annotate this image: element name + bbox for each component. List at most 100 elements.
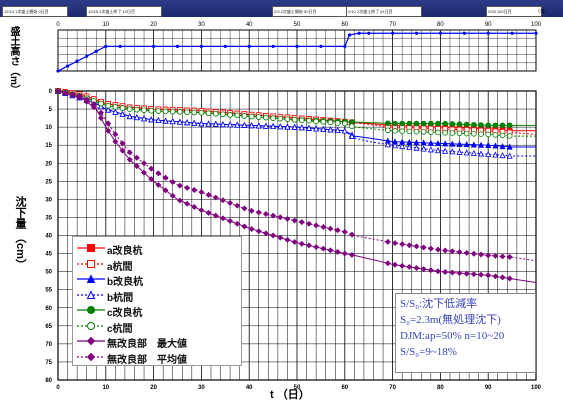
main-y-tick-label: 20 bbox=[45, 161, 52, 167]
top-x-tick-label: 80 bbox=[437, 22, 444, 28]
series-point-5 bbox=[155, 108, 162, 114]
series-point-7 bbox=[234, 202, 241, 209]
main-x-tick-label: 20 bbox=[150, 385, 157, 391]
main-y-tick-label: 25 bbox=[45, 179, 52, 185]
main-y-tick-label: 5 bbox=[49, 107, 53, 113]
legend-entry: a杭間 bbox=[73, 257, 241, 273]
series-point-6 bbox=[262, 230, 269, 237]
series-point-4 bbox=[478, 122, 484, 128]
series-point-2 bbox=[420, 139, 427, 146]
series-point-3 bbox=[105, 106, 112, 113]
series-point-7 bbox=[341, 228, 348, 235]
series-point-7 bbox=[463, 249, 470, 256]
series-point-7 bbox=[184, 184, 191, 191]
event-label-1: 12/25 1次盛土終了 10日目 bbox=[86, 6, 162, 17]
series-point-5 bbox=[119, 105, 126, 111]
series-point-3 bbox=[262, 122, 269, 129]
series-point-7 bbox=[427, 245, 434, 252]
series-point-4 bbox=[428, 120, 434, 127]
series-point-5 bbox=[191, 109, 198, 116]
series-point-3 bbox=[148, 116, 155, 123]
legend-marker bbox=[87, 259, 95, 268]
series-point-7 bbox=[320, 224, 327, 230]
series-point-7 bbox=[112, 131, 119, 138]
series-point-3 bbox=[492, 151, 499, 158]
series-point-5 bbox=[341, 120, 348, 127]
series-point-5 bbox=[406, 128, 413, 135]
series-point-4 bbox=[449, 121, 456, 127]
main-y-tick-label: 55 bbox=[45, 288, 52, 294]
series-point-4 bbox=[435, 120, 441, 127]
series-point-5 bbox=[320, 119, 327, 125]
series-point-7 bbox=[270, 212, 277, 219]
series-point-3 bbox=[277, 123, 284, 130]
series-point-5 bbox=[263, 114, 269, 121]
series-point-6 bbox=[456, 270, 463, 277]
series-point-7 bbox=[133, 154, 140, 161]
series-point-3 bbox=[334, 126, 341, 133]
series-point-2 bbox=[463, 141, 470, 148]
series-point-6 bbox=[191, 203, 198, 210]
series-point-6 bbox=[492, 273, 499, 280]
series-point-4 bbox=[506, 122, 513, 129]
legend-marker bbox=[86, 289, 96, 299]
series-point-5 bbox=[506, 133, 513, 139]
series-point-3 bbox=[184, 119, 191, 126]
series-point-7 bbox=[478, 251, 484, 258]
series-point-4 bbox=[399, 120, 405, 127]
top-point bbox=[247, 44, 251, 49]
series-point-5 bbox=[478, 131, 484, 137]
series-point-3 bbox=[420, 145, 427, 152]
series-point-3 bbox=[248, 122, 255, 129]
top-point bbox=[486, 31, 490, 35]
series-point-3 bbox=[391, 142, 399, 149]
series-point-2 bbox=[456, 140, 463, 147]
series-point-7 bbox=[334, 227, 341, 234]
legend-label: c改良杭 bbox=[107, 308, 143, 319]
series-point-5 bbox=[148, 107, 155, 114]
series-point-5 bbox=[499, 132, 506, 139]
series-point-5 bbox=[298, 117, 305, 124]
series-point-3 bbox=[442, 147, 449, 154]
series-point-7 bbox=[262, 211, 269, 217]
main-y-tick-label: 15 bbox=[45, 143, 52, 149]
series-point-4 bbox=[499, 122, 506, 129]
series-point-7 bbox=[255, 209, 262, 216]
series-point-5 bbox=[399, 128, 405, 134]
series-point-5 bbox=[463, 130, 470, 137]
legend-entry: 無改良部 最大値 bbox=[73, 334, 241, 350]
series-point-6 bbox=[155, 181, 162, 188]
main-y-tick-label: 50 bbox=[45, 270, 52, 276]
series-point-3 bbox=[169, 118, 176, 125]
series-point-7 bbox=[62, 89, 69, 96]
top-point bbox=[462, 31, 466, 35]
top-x-tick-label: 90 bbox=[485, 22, 492, 28]
series-point-6 bbox=[219, 215, 226, 222]
top-point bbox=[319, 44, 323, 49]
series-point-3 bbox=[212, 120, 219, 127]
series-point-7 bbox=[284, 215, 291, 222]
series-point-6 bbox=[384, 260, 391, 267]
main-y-tick-label: 10 bbox=[45, 125, 52, 131]
legend-swatch bbox=[77, 274, 105, 283]
series-point-5 bbox=[313, 118, 319, 125]
series-point-6 bbox=[284, 236, 291, 243]
series-point-6 bbox=[241, 223, 248, 230]
series-point-6 bbox=[198, 207, 205, 214]
series-point-5 bbox=[449, 130, 456, 136]
legend: a改良杭 a杭間 b改良杭 b杭間 c改良杭 c杭間 無改良部 最大値 無改良部 平均値 bbox=[72, 236, 242, 366]
series-point-7 bbox=[55, 88, 61, 94]
legend-entry: b改良杭 bbox=[73, 272, 241, 288]
series-point-6 bbox=[298, 240, 305, 247]
legend-label: b杭間 bbox=[107, 292, 134, 304]
main-y-tick-label: 70 bbox=[45, 342, 52, 348]
series-point-6 bbox=[90, 104, 97, 111]
series-point-5 bbox=[442, 129, 448, 136]
series-point-6 bbox=[399, 262, 406, 269]
series-point-3 bbox=[291, 123, 298, 130]
series-point-5 bbox=[492, 132, 499, 138]
top-x-tick-label: 50 bbox=[294, 22, 301, 28]
legend-entry: b杭間 bbox=[73, 288, 241, 304]
series-point-3 bbox=[470, 149, 477, 156]
